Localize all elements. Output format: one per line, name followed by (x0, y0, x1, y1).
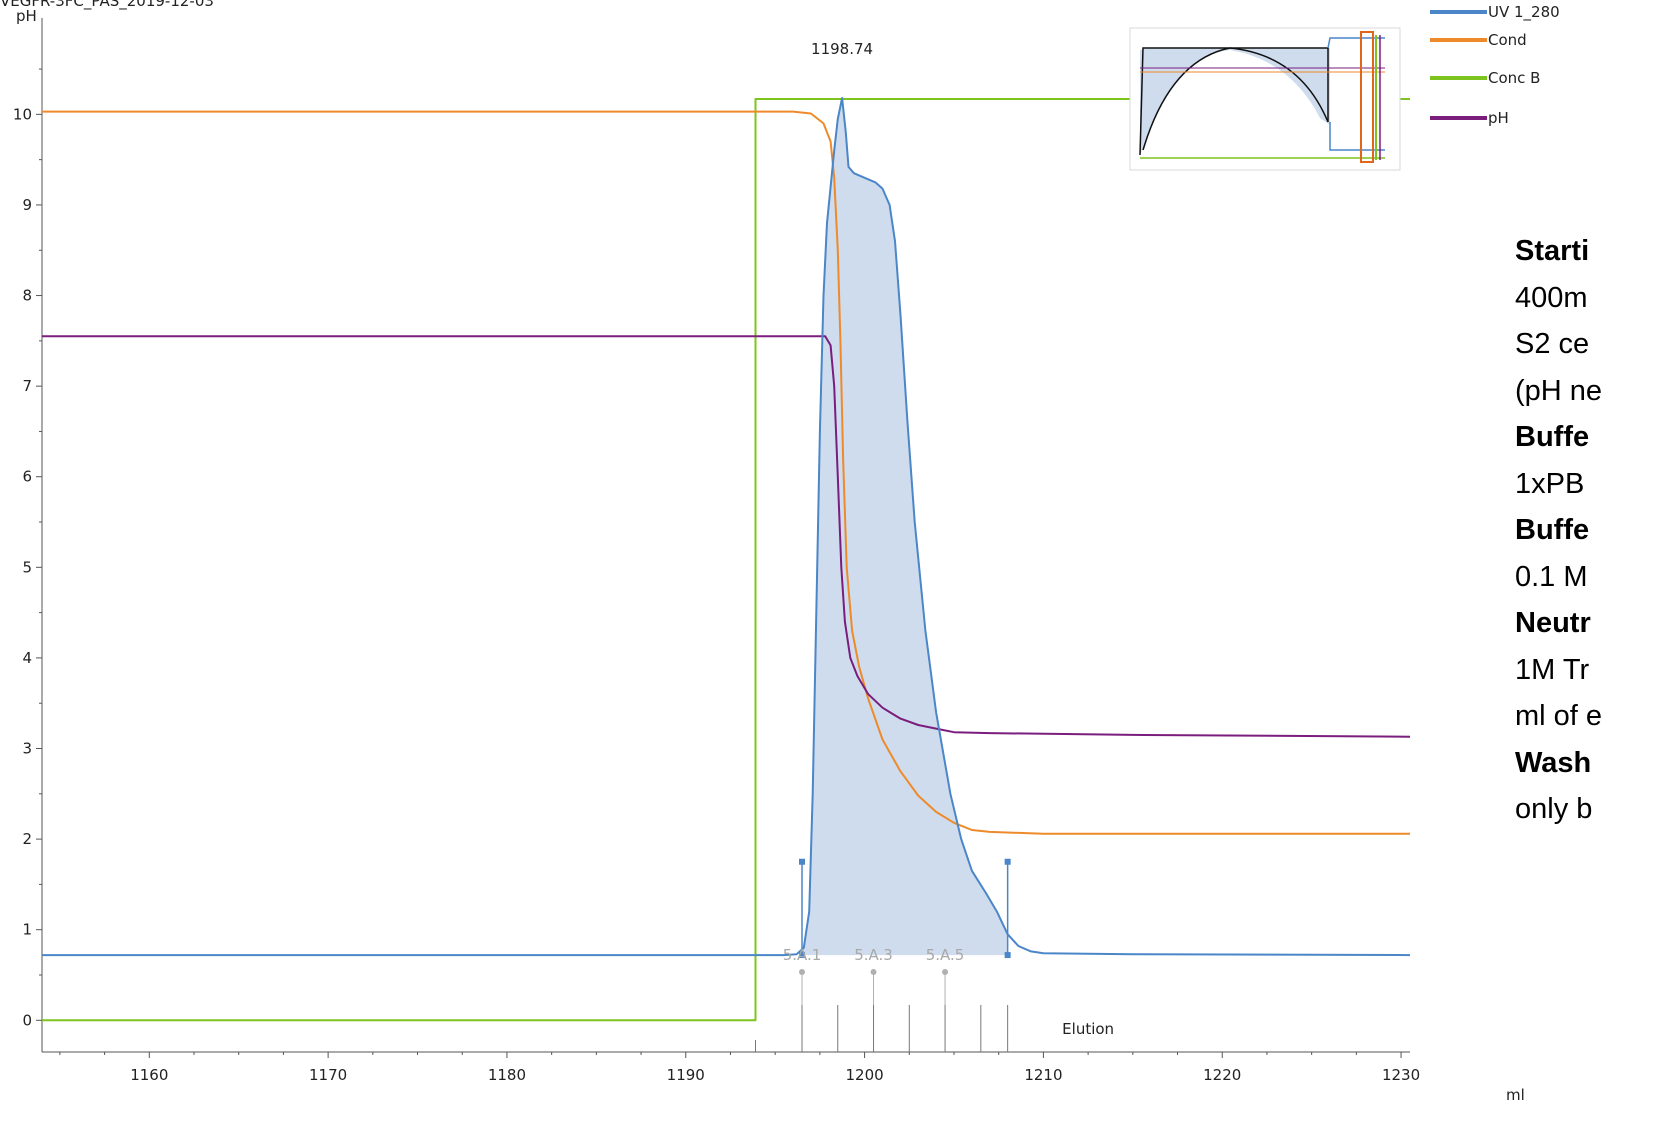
y-tick-label: 2 (22, 830, 32, 848)
series-line-uv-1-280 (42, 97, 1411, 957)
y-tick-label: 8 (22, 287, 32, 305)
notes-heading: Starti (1515, 235, 1590, 267)
y-tick-label: 0 (22, 1011, 32, 1029)
x-tick-label: 1220 (1203, 1066, 1241, 1084)
y-tick-label: 1 (22, 921, 32, 939)
y-tick-label: 6 (22, 468, 32, 486)
notes-line: 0.1 M (1515, 560, 1588, 593)
y-tick-label: 9 (22, 196, 32, 214)
x-axis-label: ml (1506, 1086, 1525, 1104)
thumbnail-viewport-box (1360, 31, 1374, 163)
run-notes-panel: Starti 400m S2 ce (pH ne Buffe 1xPB Buffe 0.1 M… (1515, 228, 1673, 833)
legend-label: Conc B (1488, 69, 1540, 87)
notes-heading: Buffe (1515, 514, 1590, 546)
phase-label: Elution (1062, 1020, 1114, 1038)
x-tick-label: 1200 (845, 1066, 883, 1084)
notes-heading: Buffe (1515, 421, 1590, 453)
y-tick-label: 10 (13, 105, 32, 123)
series-line-conc-b (42, 98, 1410, 1022)
series-line-ph (42, 335, 1411, 738)
overview-thumbnail[interactable] (1129, 27, 1401, 171)
peak-limit-handle (1004, 952, 1011, 959)
thumbnail-area (1140, 48, 1330, 155)
peak-limit-handle (1004, 858, 1011, 865)
peak-limit-handle (799, 952, 805, 959)
fraction-label: 5.A.3 (854, 946, 893, 964)
y-tick-label: 3 (22, 740, 32, 758)
fraction-marker-dot (942, 969, 949, 975)
y-tick-label: 4 (22, 649, 32, 667)
notes-heading: Wash (1515, 746, 1592, 779)
legend-label: pH (1488, 109, 1509, 127)
notes-line: ml of e (1515, 700, 1603, 732)
legend: UV 1_280 Cond Conc B pH (1430, 3, 1560, 127)
notes-heading: Neutr (1515, 607, 1591, 639)
series-line-cond (42, 110, 1410, 835)
thumbnail-uv-curve (1142, 47, 1329, 151)
x-tick-label: 1170 (309, 1066, 347, 1084)
thumbnail-tail (1327, 37, 1385, 151)
y-axis-label: pH (16, 7, 37, 25)
notes-line: 1xPB (1515, 467, 1585, 500)
notes-line: (pH ne (1515, 374, 1603, 407)
notes-line: 400m (1515, 281, 1588, 314)
peak-area (802, 98, 1008, 956)
notes-line: S2 ce (1515, 328, 1590, 360)
x-tick-label: 1160 (130, 1066, 168, 1084)
fraction-marker-dot (799, 969, 805, 975)
x-tick-label: 1180 (488, 1066, 526, 1084)
peak-limit-handle (799, 858, 805, 865)
fraction-label: 5.A.5 (926, 946, 965, 964)
chart-title: VEGFR-3FC_PAS_2019-12-03 (0, 0, 214, 11)
y-tick-label: 5 (22, 558, 32, 576)
x-tick-label: 1210 (1024, 1066, 1062, 1084)
peak-retention-label: 1198.74 (811, 40, 873, 58)
notes-line: only b (1515, 793, 1593, 825)
legend-label: UV 1_280 (1488, 3, 1560, 22)
x-tick-label: 1230 (1382, 1066, 1420, 1084)
legend-label: Cond (1488, 31, 1527, 49)
x-tick-label: 1190 (667, 1066, 705, 1084)
fraction-label: 5.A.1 (783, 946, 822, 964)
y-tick-label: 7 (22, 377, 32, 395)
notes-line: 1M Tr (1515, 653, 1590, 686)
fraction-marker-dot (870, 969, 877, 975)
